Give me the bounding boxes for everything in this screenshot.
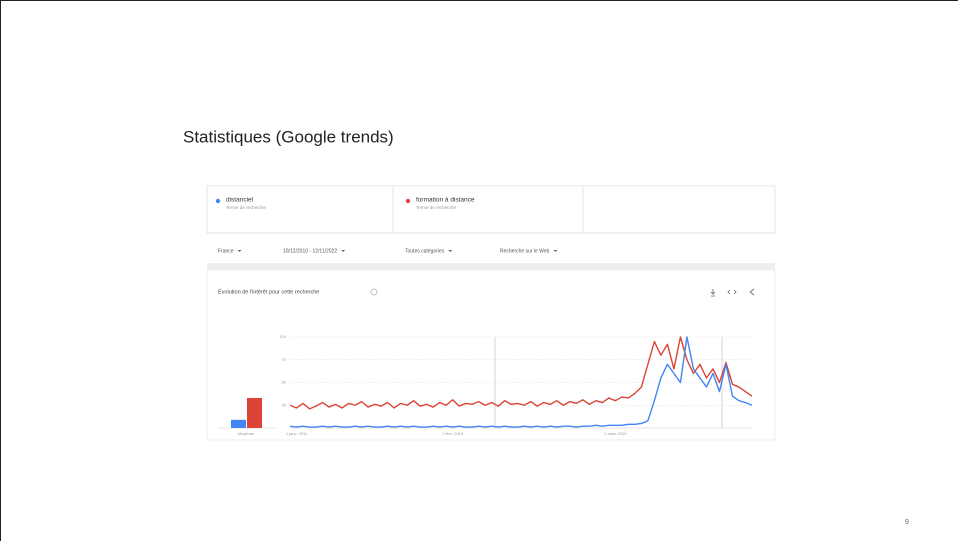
- y-tick-label: 25: [282, 402, 287, 407]
- dropdown-arrow: [237, 250, 242, 252]
- filter[interactable]: 10/12/2010 - 12/11/2022: [283, 248, 337, 254]
- legend-box: [206, 185, 776, 234]
- slide-title: Statistiques (Google trends): [183, 127, 394, 146]
- share-icon[interactable]: [749, 288, 755, 296]
- chart-card: [206, 269, 776, 441]
- legend-label: formation à distance: [416, 197, 475, 204]
- average-label: Moyenne: [238, 431, 255, 436]
- legend-dot: [405, 198, 411, 204]
- dropdown-arrow: [553, 250, 558, 252]
- chart-title: Évolution de l'intérêt pour cette recher…: [218, 288, 319, 295]
- series-line: [289, 336, 753, 428]
- legend-subtitle: Terme de recherche: [226, 205, 267, 210]
- average-bar: [247, 397, 262, 428]
- help-icon[interactable]: [370, 288, 378, 296]
- dropdown-arrow: [448, 250, 453, 252]
- x-tick-label: 1 févr. 2015: [442, 431, 464, 436]
- y-tick-label: 50: [282, 380, 287, 385]
- dropdown-arrow: [341, 250, 346, 252]
- filter[interactable]: Recherche sur le Web: [500, 248, 550, 254]
- series-line: [289, 336, 753, 410]
- x-tick-label: 1 janv. 2011: [286, 431, 308, 436]
- embed-icon[interactable]: [727, 289, 737, 295]
- y-tick-label: 100: [279, 334, 286, 339]
- legend-label: distanciel: [226, 197, 254, 204]
- legend-subtitle: Terme de recherche: [416, 205, 457, 210]
- page-number: 9: [905, 519, 909, 526]
- legend-dot: [215, 198, 221, 204]
- average-bar: [231, 419, 246, 428]
- filter[interactable]: Toutes catégories: [405, 248, 445, 254]
- separator: [207, 263, 775, 270]
- filter[interactable]: France: [218, 248, 234, 254]
- x-tick-label: 1 mars 2019: [604, 431, 627, 436]
- y-tick-label: 75: [282, 357, 287, 362]
- download-icon[interactable]: [710, 289, 716, 297]
